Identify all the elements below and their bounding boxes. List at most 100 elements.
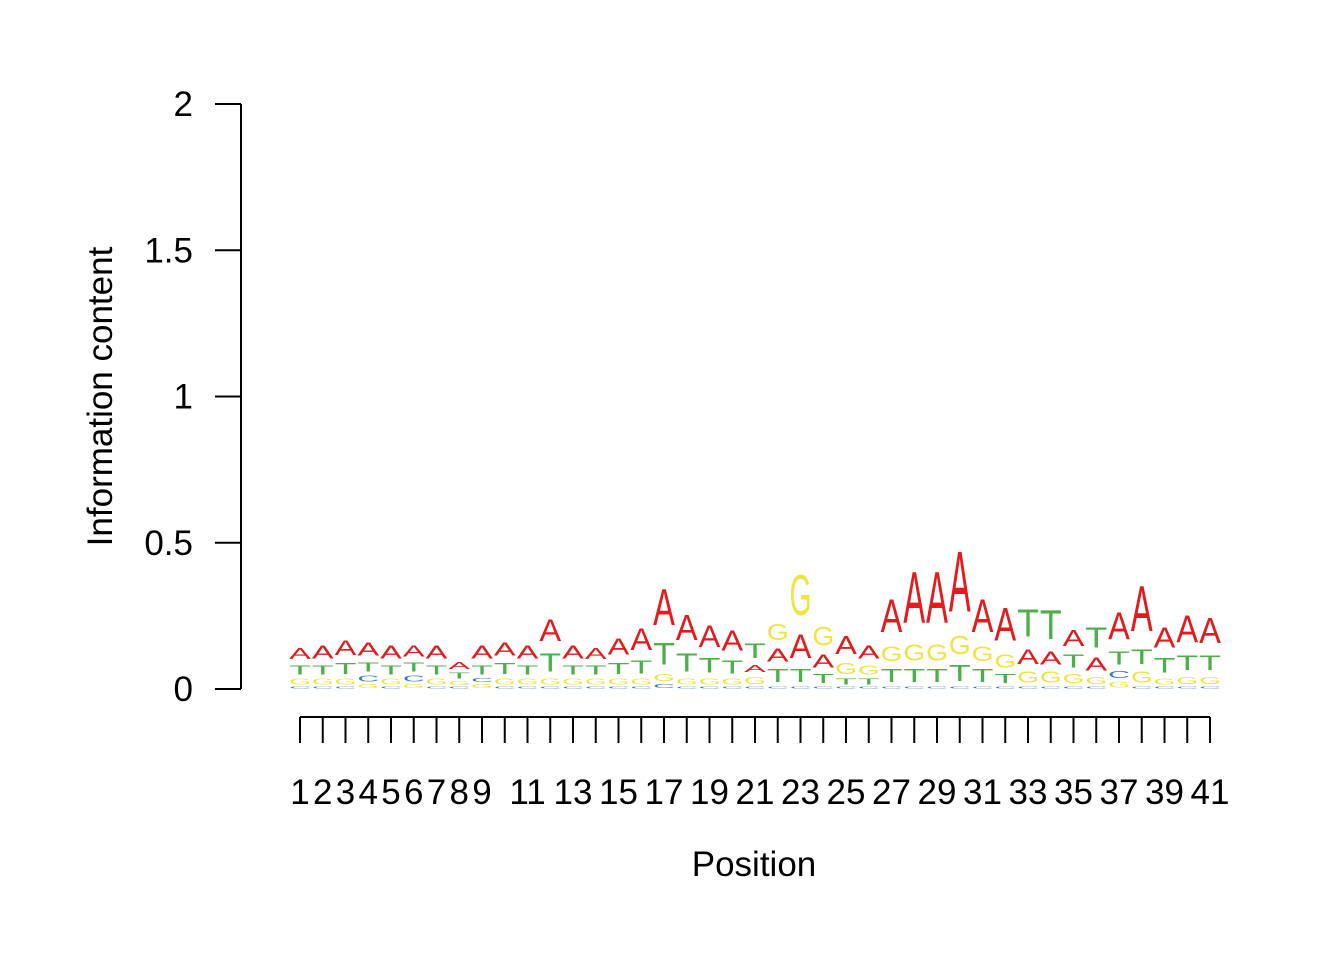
x-tick-label: 17 (645, 773, 684, 812)
logo-letter-a: A (312, 642, 334, 663)
logo-letter-a: A (721, 624, 743, 657)
logo-letter-t: T (539, 648, 561, 677)
logo-letter-c: C (721, 686, 743, 689)
logo-letter-g: G (335, 678, 357, 687)
logo-letter-g: G (1131, 668, 1153, 686)
logo-letter-c: C (926, 686, 948, 689)
logo-letters: CGTACGTACGTAGCTACGTAGCTACGTACGTAGCTACGTA… (289, 533, 1222, 689)
logo-letter-g: G (835, 659, 857, 677)
logo-letter-g: G (653, 672, 675, 683)
logo-letter-t: T (721, 657, 743, 678)
logo-letter-a: A (858, 642, 880, 663)
y-axis-label: Information content (81, 246, 120, 546)
logo-letter-t: T (630, 657, 652, 678)
logo-letter-g: G (1108, 680, 1130, 689)
logo-letter-a: A (380, 642, 402, 663)
y-tick-label: 1 (174, 378, 193, 417)
logo-letter-t: T (653, 638, 675, 672)
logo-letter-a: A (812, 651, 834, 672)
logo-letter-g: G (744, 675, 766, 686)
logo-letter-c: C (903, 686, 925, 689)
x-tick-label: 41 (1191, 773, 1230, 812)
logo-letter-t: T (448, 672, 470, 680)
logo-letter-a: A (676, 608, 699, 648)
logo-letter-a: A (289, 646, 311, 663)
x-tick-label: 21 (736, 773, 775, 812)
logo-letter-a: A (949, 533, 971, 630)
logo-letter-g: G (949, 630, 971, 660)
logo-letter-a: A (767, 645, 789, 666)
logo-letter-a: A (630, 622, 652, 657)
logo-letter-t: T (426, 663, 448, 678)
logo-letter-c: C (289, 686, 311, 689)
x-tick-label: 39 (1145, 773, 1184, 812)
logo-letter-c: C (517, 686, 539, 689)
logo-letter-g: G (767, 620, 789, 645)
logo-letter-c: C (1154, 686, 1176, 689)
x-ticks: 1 2 3 4 5 6 7 8 9 11 13 15 17 19 21 23 25 27 29 31 33 35 37 39 4… (290, 717, 1229, 812)
logo-letter-c: C (972, 686, 994, 689)
logo-letter-c: C (812, 686, 834, 689)
x-tick-label: 11 (509, 773, 545, 812)
logo-letter-a: A (471, 642, 493, 663)
logo-letter-t: T (1108, 648, 1130, 669)
x-tick-label: 5 (381, 773, 400, 812)
x-tick-label: 33 (1009, 773, 1048, 812)
logo-letter-c: C (448, 686, 470, 689)
logo-letter-c: C (471, 677, 493, 683)
logo-letter-c: C (1108, 669, 1130, 681)
logo-letter-t: T (744, 640, 766, 663)
logo-letter-g: G (1063, 671, 1085, 686)
logo-letter-g: G (1085, 675, 1107, 686)
logo-letter-g: G (608, 678, 630, 687)
logo-letter-a: A (1017, 645, 1040, 669)
logo-letter-c: C (380, 686, 402, 689)
logo-letter-t: T (926, 666, 948, 687)
logo-letter-c: C (676, 686, 698, 689)
logo-letter-t: T (289, 663, 311, 678)
logo-letter-g: G (1017, 668, 1039, 686)
x-tick-label: 8 (450, 773, 469, 812)
logo-letter-t: T (994, 672, 1016, 687)
logo-letter-a: A (881, 589, 903, 642)
x-tick-label: 23 (781, 773, 820, 812)
logo-letter-g: G (562, 678, 584, 687)
logo-letter-a: A (903, 557, 925, 638)
logo-letter-t: T (1131, 646, 1153, 669)
logo-letter-t: T (835, 678, 857, 686)
logo-letter-a: A (585, 646, 607, 663)
x-tick-label: 9 (472, 773, 491, 812)
logo-letter-a: A (1131, 571, 1153, 644)
logo-letter-g: G (903, 640, 925, 665)
logo-letter-t: T (1154, 655, 1176, 678)
logo-letter-c: C (767, 686, 789, 689)
logo-letter-a: A (835, 631, 857, 660)
logo-letter-a: A (1063, 625, 1085, 651)
logo-letter-a: A (699, 619, 721, 654)
logo-letter-g: G (403, 683, 425, 689)
logo-letter-c: C (790, 686, 812, 689)
logo-letter-g: G (1199, 675, 1221, 686)
logo-letter-g: G (812, 621, 834, 651)
logo-letter-a: A (994, 598, 1016, 651)
logo-letter-t: T (608, 660, 630, 678)
logo-letter-a: A (426, 642, 448, 663)
logo-letter-g: G (471, 683, 493, 689)
logo-letter-a: A (926, 557, 948, 638)
logo-letter-c: C (1085, 686, 1107, 689)
logo-letter-a: A (1176, 606, 1198, 651)
y-tick-label: 0 (174, 670, 193, 709)
logo-letter-c: C (1040, 686, 1062, 689)
logo-letter-a: A (539, 613, 561, 648)
logo-letter-g: G (312, 678, 334, 687)
x-tick-label: 35 (1054, 773, 1093, 812)
logo-letter-a: A (744, 663, 767, 675)
logo-letter-g: G (289, 678, 311, 687)
logo-letter-c: C (630, 686, 652, 689)
logo-letter-c: C (858, 686, 880, 689)
logo-letter-t: T (790, 666, 812, 687)
logo-letter-c: C (881, 686, 903, 689)
logo-letter-a: A (608, 634, 630, 660)
logo-letter-t: T (972, 666, 994, 687)
